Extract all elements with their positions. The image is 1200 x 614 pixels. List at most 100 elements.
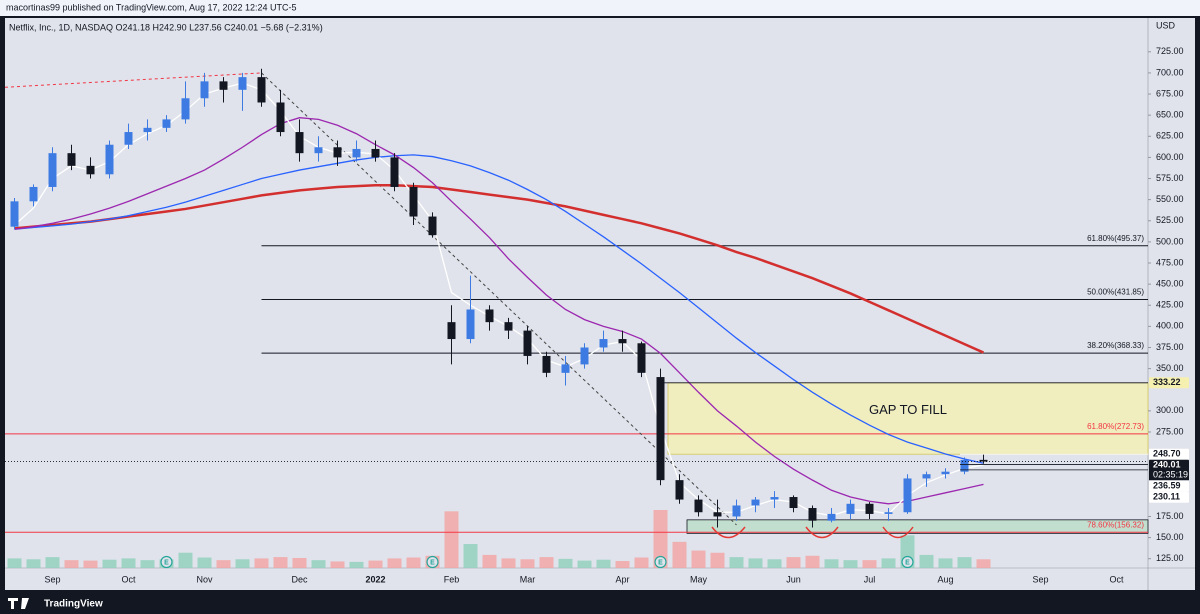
- volume-bar: [140, 560, 155, 568]
- ma-line: [14, 154, 984, 464]
- x-tick-label: 2022: [365, 574, 385, 584]
- candle-body: [656, 377, 665, 481]
- y-tick-label: 500.00: [1156, 236, 1184, 246]
- ma-line: [14, 184, 985, 354]
- candle-body: [143, 127, 152, 133]
- fib-label: 50.00%(431.85): [1087, 288, 1144, 297]
- candle-body: [447, 322, 456, 340]
- candle-body: [941, 471, 950, 475]
- zone: [667, 382, 1149, 455]
- volume-bar: [653, 510, 668, 568]
- candle-body: [770, 497, 779, 500]
- volume-bar: [235, 559, 250, 568]
- ma-line: [14, 117, 984, 505]
- x-tick-label: Sep: [1032, 574, 1048, 584]
- volume-bar: [273, 557, 288, 568]
- volume-bar: [311, 560, 326, 568]
- fib-label: 38.20%(368.33): [1087, 341, 1144, 350]
- volume-bar: [26, 559, 41, 568]
- candle-body: [599, 339, 608, 348]
- volume-bar: [197, 557, 212, 568]
- candle-body: [580, 347, 589, 365]
- price-label: 240.01: [1153, 460, 1181, 470]
- price-label: 236.59: [1153, 481, 1181, 491]
- candle-body: [542, 355, 551, 373]
- volume-bar: [349, 561, 364, 568]
- volume-bar: [444, 511, 459, 568]
- candle-body: [979, 459, 988, 462]
- candle-body: [751, 499, 760, 506]
- candle-body: [105, 144, 114, 175]
- volume-bar: [254, 558, 269, 568]
- volume-bar: [520, 559, 535, 568]
- x-tick-label: Feb: [444, 574, 460, 584]
- candle-body: [884, 512, 893, 514]
- volume-bar: [387, 558, 402, 568]
- price-label: 230.11: [1153, 492, 1180, 502]
- volume-bar: [805, 555, 820, 568]
- volume-bar: [216, 560, 231, 568]
- candle-body: [10, 201, 19, 227]
- earnings-label: E: [905, 559, 910, 566]
- earnings-marker: [654, 555, 667, 569]
- y-tick-label: 625.00: [1156, 131, 1184, 141]
- y-tick-label: 350.00: [1156, 363, 1184, 373]
- volume-bar: [824, 559, 839, 568]
- volume-bar: [558, 558, 573, 568]
- x-tick-label: May: [690, 574, 708, 584]
- price-label: 333.22: [1153, 377, 1181, 387]
- volume-bar: [919, 554, 934, 568]
- arc: [882, 526, 914, 539]
- volume-bar: [368, 560, 383, 568]
- y-tick-label: 450.00: [1156, 279, 1184, 289]
- earnings-label: E: [164, 559, 169, 566]
- volume-bar: [729, 557, 744, 568]
- y-tick-label: 150.00: [1156, 532, 1184, 542]
- volume-bar: [83, 560, 98, 568]
- candle-body: [466, 309, 475, 340]
- volume-bar: [634, 557, 649, 568]
- price-label-bg: [1149, 377, 1189, 389]
- published: macortinas99 published on TradingView.co…: [6, 2, 297, 12]
- candle-body: [390, 157, 399, 187]
- volume-bar: [539, 557, 554, 568]
- x-tick-label: Oct: [1109, 574, 1124, 584]
- volume-bar: [501, 558, 516, 568]
- trendline: [4, 72, 262, 88]
- symbol-line: Netflix, Inc., 1D, NASDAQ O241.18 H242.9…: [9, 22, 323, 32]
- candle-body: [276, 102, 285, 133]
- price-label-bg: [1149, 448, 1189, 460]
- earnings-label: E: [658, 559, 663, 566]
- candle-body: [713, 512, 722, 517]
- y-tick-label: 300.00: [1156, 405, 1184, 415]
- price-label-bg: [1149, 459, 1189, 471]
- price-label-bg: [1149, 480, 1189, 492]
- y-tick-label: 550.00: [1156, 194, 1184, 204]
- earnings-marker: [426, 555, 439, 569]
- volume-bar: [596, 559, 611, 568]
- fib-label: 78.60%(156.32): [1087, 520, 1144, 529]
- candle-body: [428, 216, 437, 236]
- y-tick-label: 475.00: [1156, 257, 1184, 267]
- volume-bar: [45, 557, 60, 568]
- y-tick-label: 725.00: [1156, 46, 1184, 56]
- volume-bar: [691, 550, 706, 568]
- volume-bar: [577, 560, 592, 568]
- volume-bar: [121, 558, 136, 568]
- price-label: 248.70: [1153, 449, 1181, 459]
- volume-bar: [786, 557, 801, 568]
- volume-bar: [862, 560, 877, 568]
- top-bar: [0, 0, 1200, 16]
- candle-body: [314, 147, 323, 154]
- candle-body: [352, 148, 361, 158]
- y-tick-label: 650.00: [1156, 110, 1184, 120]
- candle-body: [789, 497, 798, 509]
- volume-bar: [292, 557, 307, 568]
- candle-body: [371, 148, 380, 158]
- volume-bar: [64, 560, 79, 568]
- arc: [805, 526, 839, 539]
- candle-body: [846, 503, 855, 514]
- x-tick-label: Jul: [864, 574, 876, 584]
- y-tick-label: 175.00: [1156, 511, 1184, 521]
